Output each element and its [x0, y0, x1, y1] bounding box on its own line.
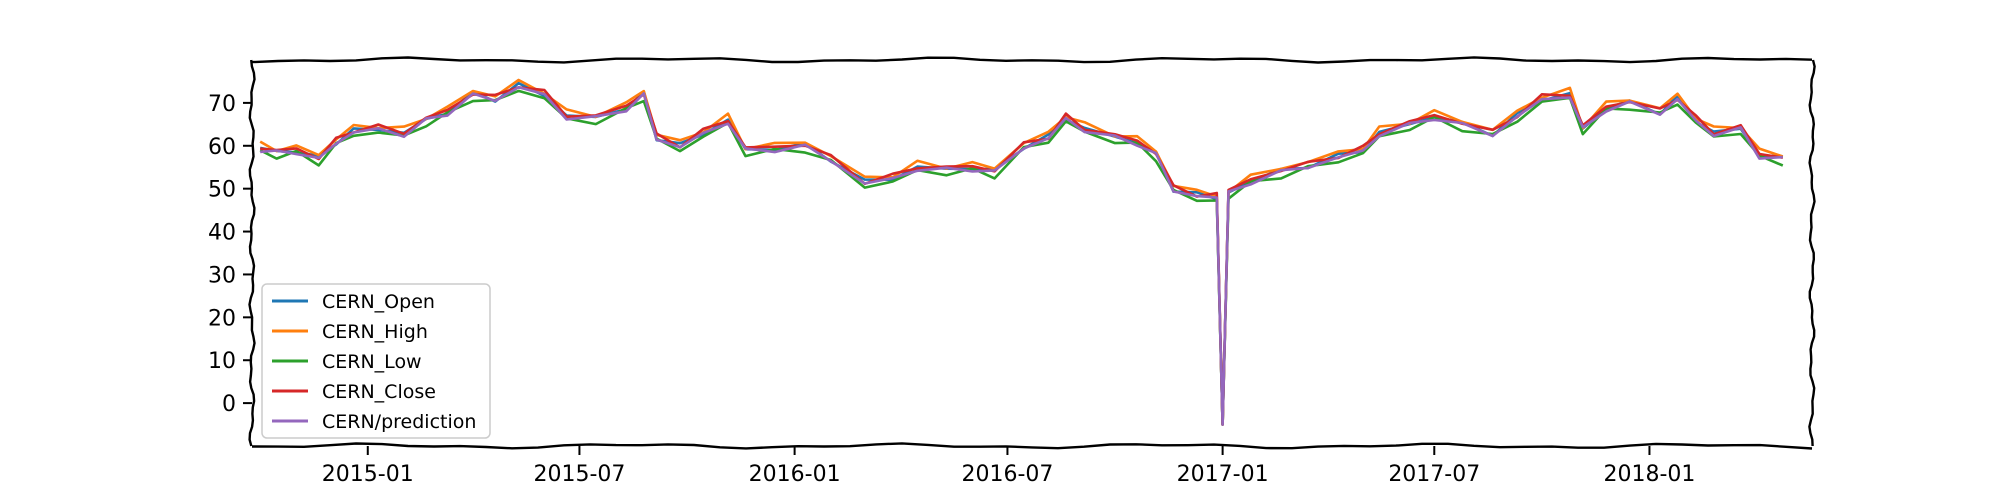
legend-label: CERN_Open [322, 291, 435, 313]
y-tick-label: 20 [208, 306, 236, 331]
x-tick-label: 2017-07 [1388, 462, 1480, 487]
legend-label: CERN/prediction [322, 411, 476, 433]
series-line-cern-high [259, 78, 1784, 426]
x-tick-label: 2015-07 [533, 462, 625, 487]
y-tick-label: 60 [208, 135, 236, 160]
x-tick-label: 2018-01 [1603, 462, 1695, 487]
y-tick-label: 40 [208, 221, 236, 246]
y-tick-label: 70 [208, 92, 236, 117]
x-tick-label: 2016-01 [749, 462, 841, 487]
legend: CERN_Open CERN_High CERN_Low CERN_Close CERN… [261, 283, 491, 439]
x-tick-label: 2016-07 [961, 462, 1053, 487]
y-tick-label: 30 [208, 263, 236, 288]
series-layer [259, 78, 1784, 426]
plot-frame [248, 56, 1816, 450]
legend-label: CERN_Low [322, 351, 422, 373]
y-tick-label: 0 [222, 392, 236, 417]
frame-bottom [251, 442, 1813, 450]
legend-label: CERN_Close [322, 381, 436, 403]
x-axis: 2015-01 2015-07 2016-01 2016-07 2017-01 2017-… [322, 446, 1695, 487]
series-line-cern-prediction [260, 86, 1783, 426]
frame-top [251, 56, 1813, 64]
x-tick-label: 2017-01 [1177, 462, 1269, 487]
y-tick-label: 10 [208, 349, 236, 374]
legend-box [261, 283, 491, 439]
y-axis: 0 10 20 30 40 50 60 70 [208, 92, 252, 417]
x-tick-label: 2015-01 [322, 462, 414, 487]
legend-label: CERN_High [322, 321, 428, 343]
frame-right [1808, 59, 1816, 447]
frame-left [248, 59, 256, 447]
y-tick-label: 50 [208, 178, 236, 203]
